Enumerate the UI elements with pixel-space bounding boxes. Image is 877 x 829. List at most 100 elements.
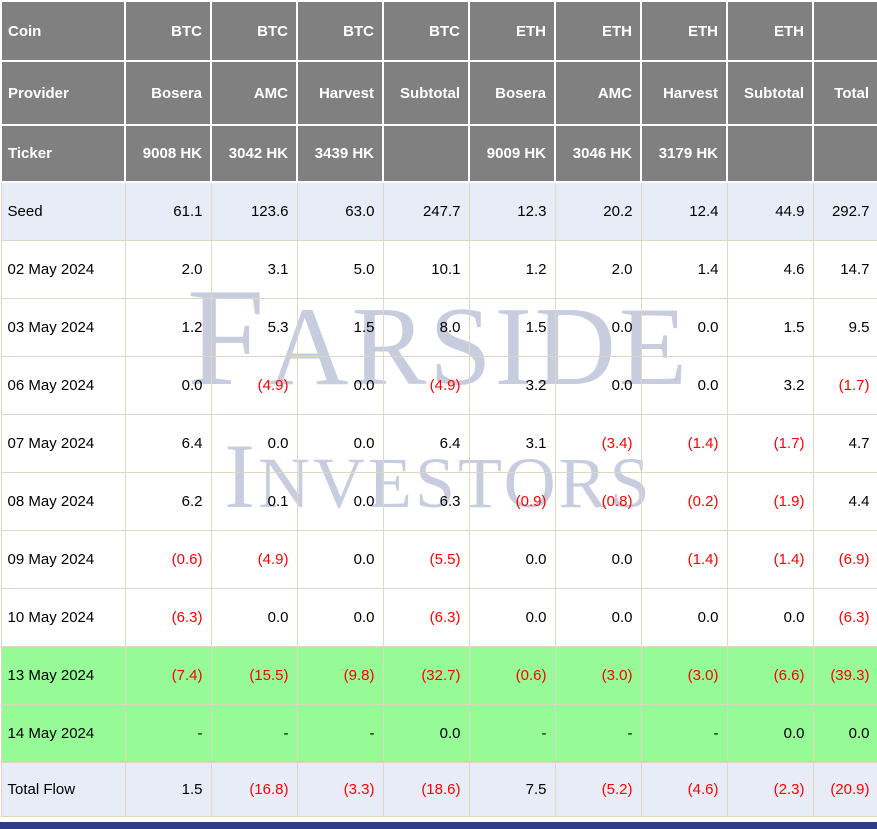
header-cell: ETH (726, 0, 814, 62)
header-cell: BTC (382, 0, 470, 62)
data-cell: 0.0 (296, 588, 384, 647)
data-cell: 9.5 (812, 298, 877, 357)
table-row: 03 May 2024 1.2 5.3 1.5 8.0 1.5 0.0 0.0 1.5 9.5 (0, 298, 877, 357)
row-label: 09 May 2024 (0, 530, 126, 589)
header-cell: Harvest (640, 60, 728, 126)
header-cell: AMC (554, 60, 642, 126)
data-cell: (18.6) (382, 762, 470, 817)
data-cell: 2.0 (554, 240, 642, 299)
data-cell: (6.3) (812, 588, 877, 647)
table-row: 14 May 2024- - -0.0- - -0.0 0.0 (0, 704, 877, 763)
data-cell: 3.1 (210, 240, 298, 299)
row-label: 10 May 2024 (0, 588, 126, 647)
data-cell: (0.8) (554, 472, 642, 531)
data-cell: (3.0) (554, 646, 642, 705)
row-label: 07 May 2024 (0, 414, 126, 473)
data-cell: 1.5 (296, 298, 384, 357)
data-cell: - (124, 704, 212, 763)
header-cell (382, 124, 470, 183)
header-cell (812, 124, 877, 183)
header-row-coin: Coin BTC BTC BTC BTC ETH ETH ETH ETH (0, 0, 877, 62)
header-row-provider: Provider Bosera AMC Harvest Subtotal Bosera AM… (0, 60, 877, 126)
header-cell: BTC (296, 0, 384, 62)
table-row: 13 May 2024 (7.4) (15.5) (9.8) (32.7) (0.6) (3… (0, 646, 877, 705)
header-cell: Harvest (296, 60, 384, 126)
data-cell: 6.4 (124, 414, 212, 473)
header-cell: Subtotal (726, 60, 814, 126)
header-cell: ETH (640, 0, 728, 62)
header-cell: ETH (468, 0, 556, 62)
data-cell: 0.0 (554, 588, 642, 647)
data-cell: 4.7 (812, 414, 877, 473)
data-cell: (4.6) (640, 762, 728, 817)
data-cell: (0.2) (640, 472, 728, 531)
header-cell: Total (812, 60, 877, 126)
data-cell: 0.0 (640, 298, 728, 357)
data-cell: 0.0 (726, 704, 814, 763)
data-cell: 63.0 (296, 181, 384, 241)
data-cell: (4.9) (210, 530, 298, 589)
header-cell: Bosera (468, 60, 556, 126)
data-cell: (6.6) (726, 646, 814, 705)
data-cell: 14.7 (812, 240, 877, 299)
data-cell: 0.0 (210, 414, 298, 473)
data-cell: 1.5 (468, 298, 556, 357)
data-cell: 5.3 (210, 298, 298, 357)
data-cell: 3.2 (468, 356, 556, 415)
row-label: 06 May 2024 (0, 356, 126, 415)
table-row: 07 May 2024 6.4 0.0 0.0 6.4 3.1 (3.4) (1.4) (1.7… (0, 414, 877, 473)
data-cell: 12.4 (640, 181, 728, 241)
data-cell: (0.6) (124, 530, 212, 589)
header-cell: 9008 HK (124, 124, 212, 183)
data-cell: - (468, 704, 556, 763)
data-cell: 123.6 (210, 181, 298, 241)
data-cell: (1.7) (726, 414, 814, 473)
data-cell: 3.1 (468, 414, 556, 473)
table-row: Seed 61.1 123.6 63.0 247.7 12.3 20.2 12.4 44.9 29… (0, 181, 877, 241)
table-row: 08 May 2024 6.2 0.1 0.0 6.3 (0.9) (0.8) (0.2) (1… (0, 472, 877, 531)
data-cell: 1.5 (124, 762, 212, 817)
data-cell: 5.0 (296, 240, 384, 299)
row-label: 13 May 2024 (0, 646, 126, 705)
data-cell: 0.0 (210, 588, 298, 647)
row-label: 03 May 2024 (0, 298, 126, 357)
data-cell: 0.0 (812, 704, 877, 763)
data-cell: 0.0 (554, 356, 642, 415)
header-cell: BTC (210, 0, 298, 62)
header-cell: Subtotal (382, 60, 470, 126)
header-row-ticker: Ticker 9008 HK 3042 HK 3439 HK 9009 HK 3046 H… (0, 124, 877, 183)
data-cell: 10.1 (382, 240, 470, 299)
data-cell: 0.0 (382, 704, 470, 763)
table-row: 02 May 2024 2.0 3.1 5.0 10.1 1.2 2.0 1.4 4.6 14.7 (0, 240, 877, 299)
data-cell: 7.5 (468, 762, 556, 817)
next-section-divider-bar (0, 822, 877, 829)
data-cell: 8.0 (382, 298, 470, 357)
row-label: Total Flow (0, 762, 126, 817)
data-cell: - (296, 704, 384, 763)
data-cell: (3.4) (554, 414, 642, 473)
data-cell: (6.9) (812, 530, 877, 589)
header-cell: AMC (210, 60, 298, 126)
data-cell: (15.5) (210, 646, 298, 705)
data-cell: 247.7 (382, 181, 470, 241)
data-cell: 292.7 (812, 181, 877, 241)
table-header: Coin BTC BTC BTC BTC ETH ETH ETH ETH Provider Bose… (0, 0, 877, 183)
data-cell: 2.0 (124, 240, 212, 299)
data-cell: 0.0 (554, 298, 642, 357)
header-cell: 9009 HK (468, 124, 556, 183)
data-cell: (6.3) (124, 588, 212, 647)
data-cell: 0.0 (124, 356, 212, 415)
data-cell: 0.0 (296, 530, 384, 589)
header-cell: 3046 HK (554, 124, 642, 183)
data-cell: 0.0 (640, 356, 728, 415)
data-cell: 0.0 (296, 356, 384, 415)
data-cell: - (210, 704, 298, 763)
data-cell: (16.8) (210, 762, 298, 817)
data-cell: 0.0 (468, 530, 556, 589)
data-cell: 0.0 (726, 588, 814, 647)
data-cell: 4.6 (726, 240, 814, 299)
data-cell: 1.5 (726, 298, 814, 357)
data-cell: 20.2 (554, 181, 642, 241)
